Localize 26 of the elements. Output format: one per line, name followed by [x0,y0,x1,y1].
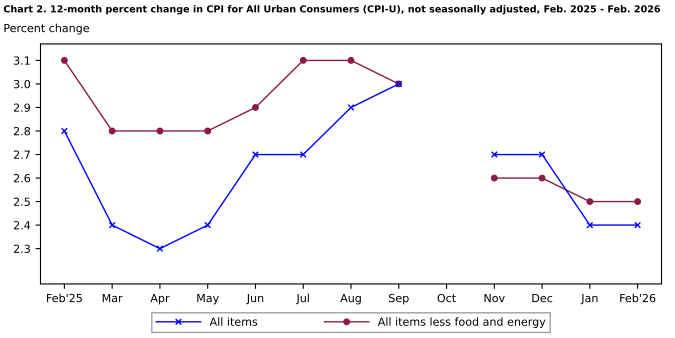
x-tick-label: Jan [580,294,598,304]
legend-label: All items [210,317,258,326]
y-axis-title: Percent change [4,24,89,34]
y-tick-label: 2.4 [14,221,30,230]
x-tick-label: Sep [389,294,409,304]
x-tick-label: Feb'25 [47,294,82,302]
x-tick-label: Jul [296,294,309,304]
x-tick-label: May [197,294,219,304]
y-tick-label: 2.7 [14,150,30,159]
chart-title: Chart 2. 12-month percent change in CPI for All Urban Consumers (CPI-U), not seasonally adjusted, Feb. 2025 - Feb. 2026 [4,5,660,14]
y-tick-label: 3.0 [14,80,30,88]
y-tick-label: 2.6 [14,174,30,182]
y-tick-label: 3.1 [14,56,30,65]
x-tick-label: Oct [438,294,456,302]
x-tick-label: Feb'26 [620,294,656,302]
y-tick-label: 2.9 [14,103,30,112]
x-tick-label: Aug [340,294,361,304]
y-tick-label: 2.3 [14,244,30,254]
x-tick-label: Dec [532,294,552,302]
x-tick-label: Jun [246,294,264,304]
y-tick-label: 2.5 [14,198,30,206]
x-tick-label: Apr [150,294,170,304]
x-tick-label: Nov [484,294,505,302]
y-tick-label: 2.8 [14,126,30,136]
x-tick-label: Mar [102,294,123,302]
legend-label: All items less food and energy [378,317,546,328]
